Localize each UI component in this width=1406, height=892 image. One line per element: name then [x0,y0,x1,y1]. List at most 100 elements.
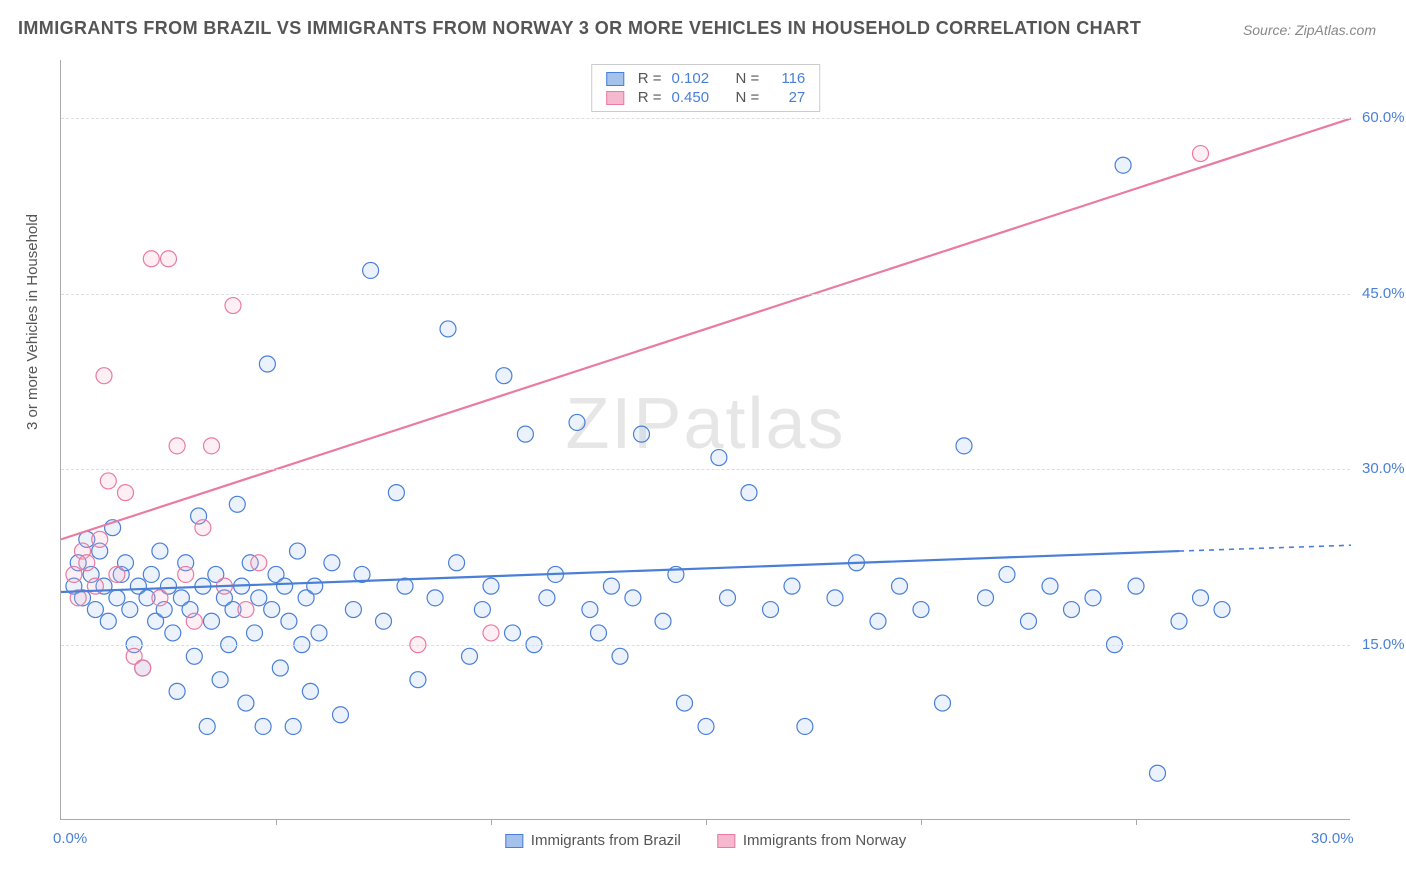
scatter-point [109,566,125,582]
scatter-point [161,251,177,267]
x-tick-mark [491,819,492,825]
scatter-point [1171,613,1187,629]
scatter-point [483,625,499,641]
scatter-point [655,613,671,629]
source-label: Source: ZipAtlas.com [1243,22,1376,38]
legend-swatch [606,91,624,105]
scatter-point [569,414,585,430]
legend-r-value: 0.102 [672,70,726,87]
legend-bottom-item: Immigrants from Brazil [505,832,681,849]
chart-title: IMMIGRANTS FROM BRAZIL VS IMMIGRANTS FRO… [18,18,1141,39]
scatter-point [311,625,327,641]
scatter-point [462,648,478,664]
scatter-point [135,660,151,676]
x-tick-mark [921,819,922,825]
x-tick-label: 0.0% [53,830,87,847]
scatter-point [345,602,361,618]
y-tick-label: 60.0% [1362,109,1406,126]
scatter-point [1115,157,1131,173]
scatter-point [122,602,138,618]
scatter-point [720,590,736,606]
scatter-point [169,683,185,699]
scatter-point [1128,578,1144,594]
scatter-point [307,578,323,594]
scatter-point [143,251,159,267]
scatter-point [186,613,202,629]
gridline-h [61,645,1350,646]
scatter-point [225,298,241,314]
scatter-point [363,262,379,278]
x-tick-mark [1136,819,1137,825]
scatter-point [784,578,800,594]
scatter-point [199,718,215,734]
scatter-point [264,602,280,618]
legend-bottom-label: Immigrants from Norway [743,832,906,849]
scatter-point [999,566,1015,582]
scatter-point [272,660,288,676]
scatter-point [410,672,426,688]
scatter-point [741,485,757,501]
scatter-point [1193,590,1209,606]
y-tick-label: 30.0% [1362,460,1406,477]
scatter-point [169,438,185,454]
scatter-point [259,356,275,372]
scatter-point [152,543,168,559]
scatter-point [251,555,267,571]
scatter-point [634,426,650,442]
scatter-point [281,613,297,629]
scatter-point [483,578,499,594]
scatter-point [505,625,521,641]
scatter-point [913,602,929,618]
scatter-point [827,590,843,606]
legend-n-value: 116 [769,70,805,87]
scatter-point [333,707,349,723]
scatter-point [449,555,465,571]
scatter-point [591,625,607,641]
trend-line [61,118,1351,539]
scatter-point [698,718,714,734]
scatter-point [247,625,263,641]
scatter-point [1021,613,1037,629]
legend-top-row: R = 0.450 N = 27 [606,88,806,107]
scatter-point [186,648,202,664]
scatter-point [427,590,443,606]
legend-top: R = 0.102 N = 116R = 0.450 N = 27 [591,64,821,112]
scatter-point [195,520,211,536]
scatter-point [255,718,271,734]
scatter-point [1150,765,1166,781]
scatter-point [96,368,112,384]
scatter-point [892,578,908,594]
scatter-point [376,613,392,629]
scatter-point [152,590,168,606]
scatter-point [251,590,267,606]
legend-bottom-label: Immigrants from Brazil [531,832,681,849]
scatter-point [440,321,456,337]
legend-swatch [717,834,735,848]
scatter-point [87,602,103,618]
scatter-point [324,555,340,571]
scatter-point [285,718,301,734]
scatter-point [763,602,779,618]
legend-n-label: N = [736,89,760,106]
scatter-point [238,602,254,618]
y-tick-label: 15.0% [1362,636,1406,653]
scatter-point [612,648,628,664]
legend-swatch [505,834,523,848]
legend-r-value: 0.450 [672,89,726,106]
scatter-point [978,590,994,606]
scatter-point [100,613,116,629]
gridline-h [61,118,1350,119]
legend-r-label: R = [638,89,662,106]
scatter-point [935,695,951,711]
scatter-point [517,426,533,442]
scatter-point [1193,146,1209,162]
legend-swatch [606,72,624,86]
scatter-point [797,718,813,734]
scatter-point [100,473,116,489]
legend-n-value: 27 [769,89,805,106]
scatter-point [1214,602,1230,618]
scatter-point [603,578,619,594]
scatter-point [870,613,886,629]
scatter-point [496,368,512,384]
scatter-point [204,613,220,629]
